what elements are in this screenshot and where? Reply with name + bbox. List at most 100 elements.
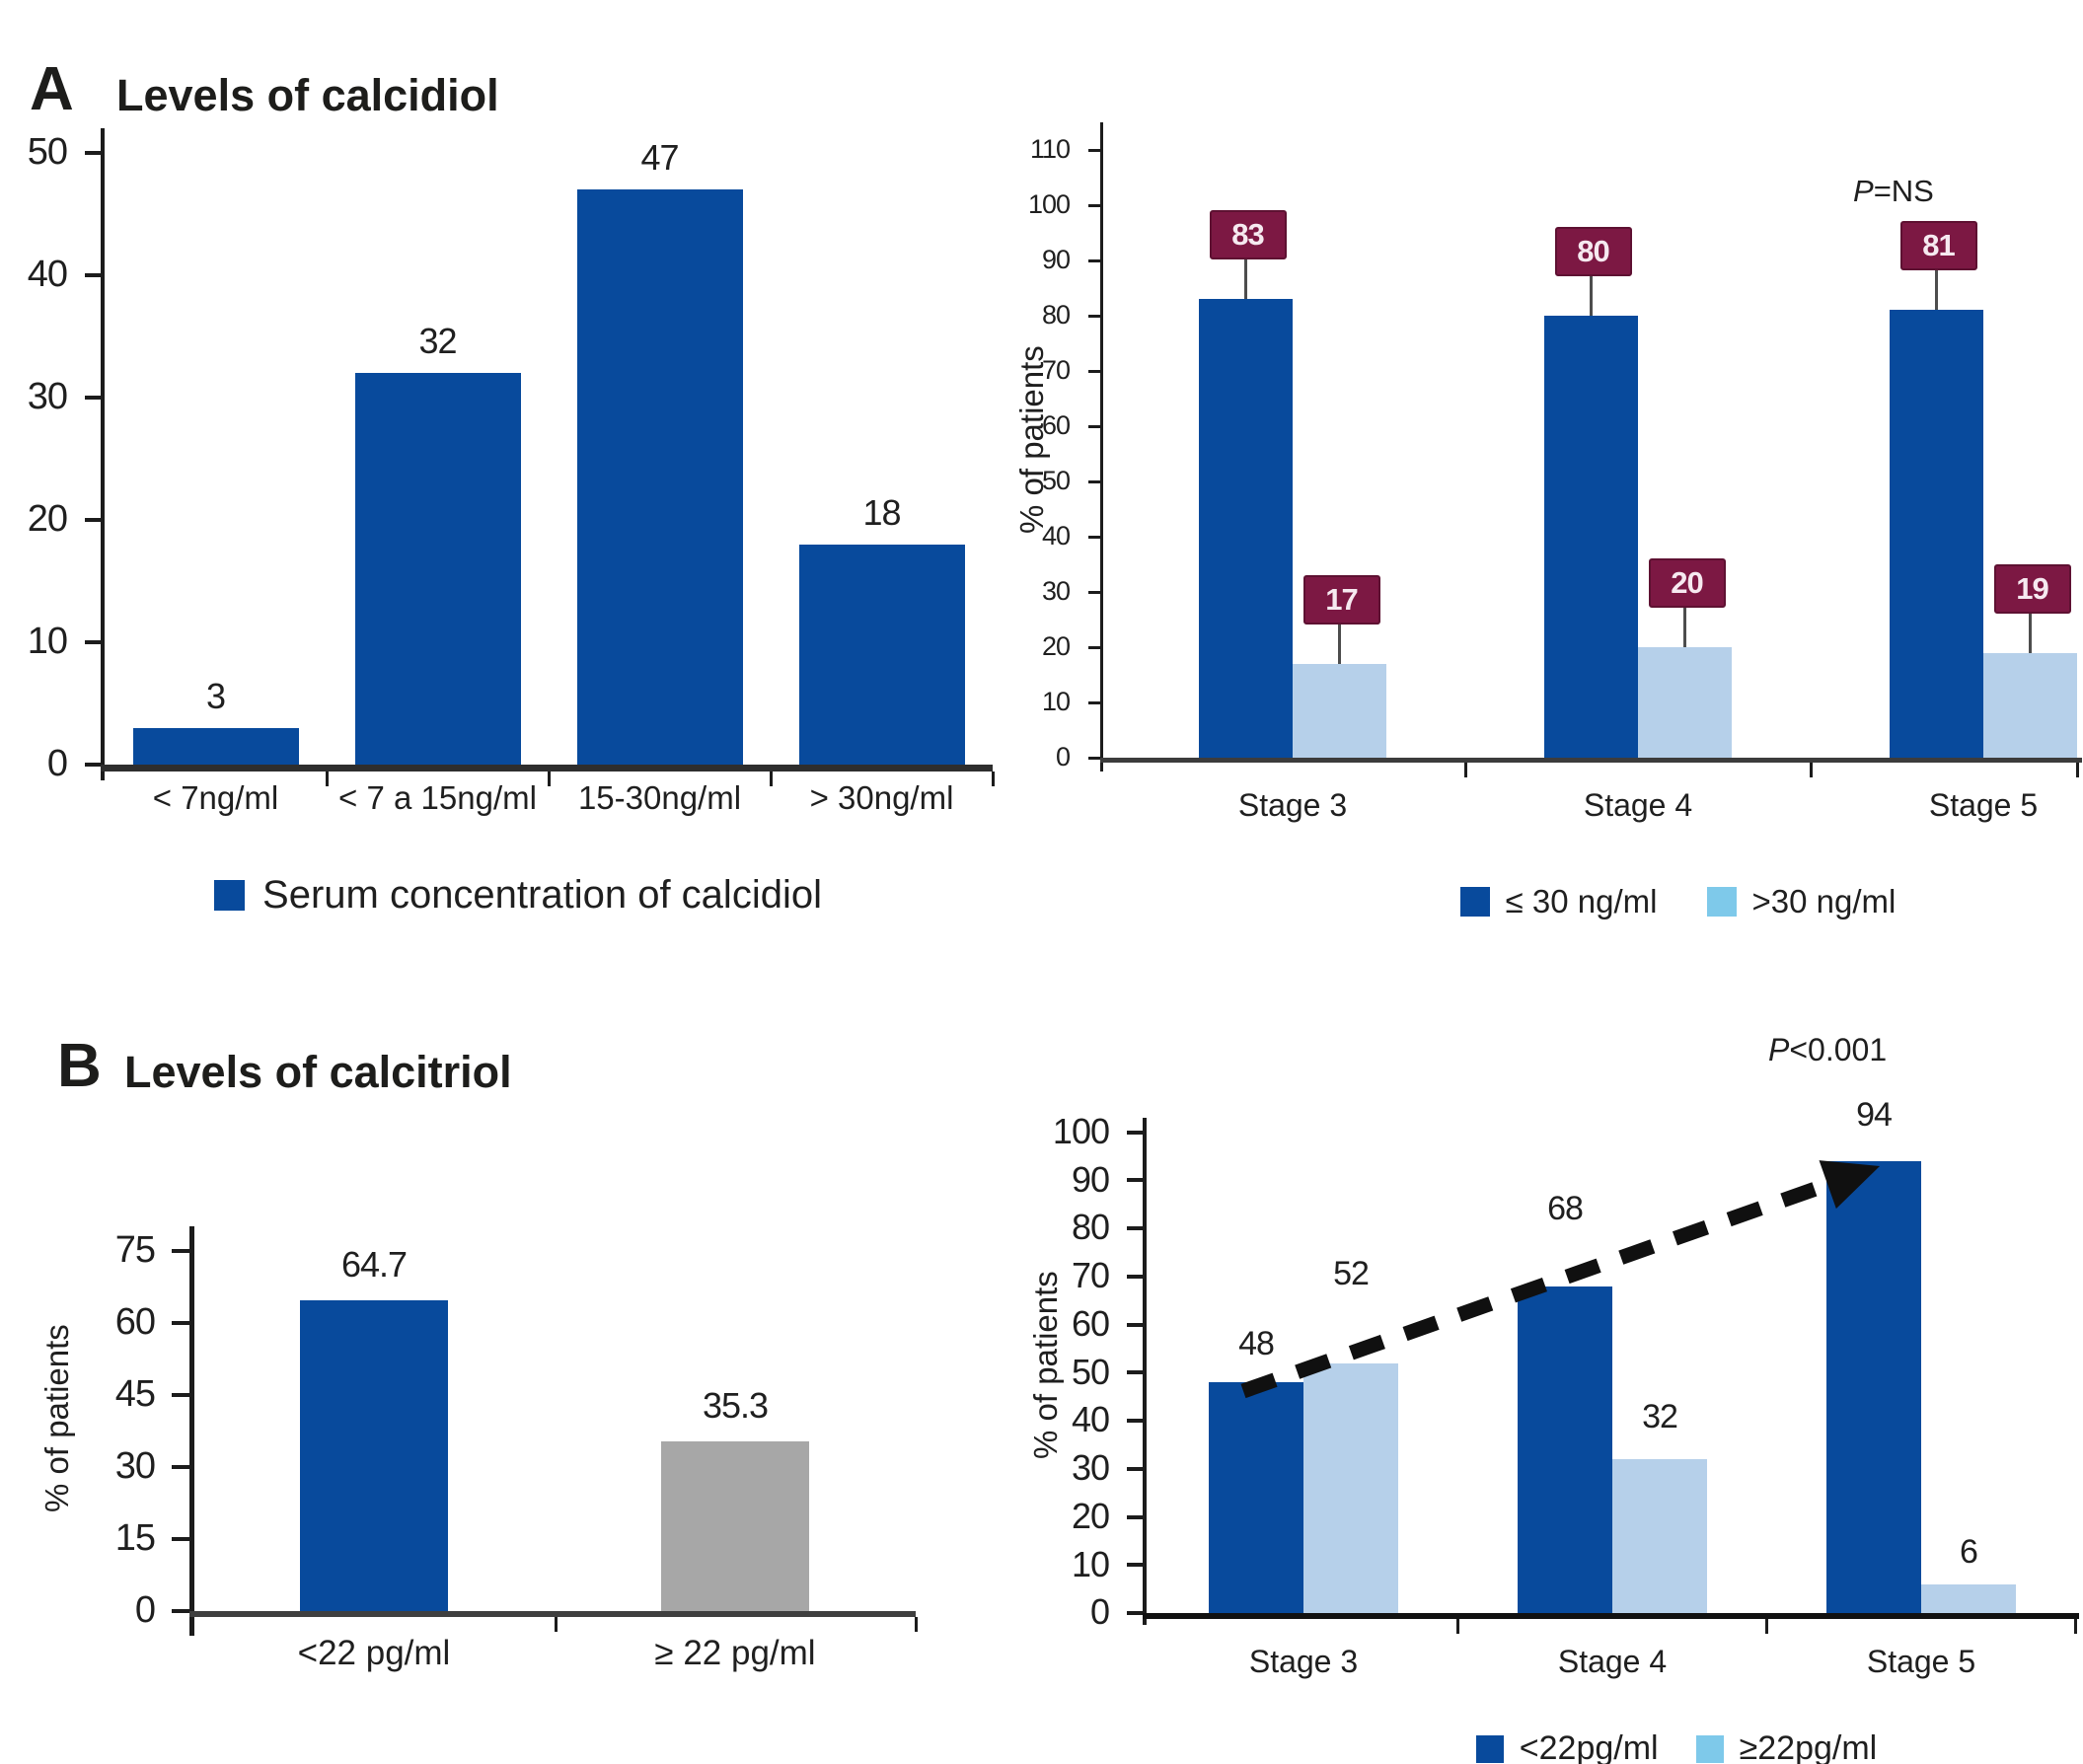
legend-swatch-icon: [1695, 1734, 1724, 1763]
legend-item: >30 ng/ml: [1706, 883, 1896, 920]
y-axis-tick-label: 60: [1071, 1302, 1110, 1344]
y-axis-tick-label: 0: [134, 1589, 156, 1632]
y-axis-tick: [1088, 756, 1100, 760]
legend-swatch-icon: [1459, 887, 1490, 917]
x-axis-tick: [769, 772, 773, 786]
bar-value-label: 48: [1238, 1325, 1275, 1362]
y-axis-title: % of patients: [1013, 345, 1050, 535]
p-value-italic: P: [1853, 174, 1874, 208]
y-axis-tick: [172, 1320, 189, 1325]
y-axis-line: [1143, 1118, 1147, 1625]
x-category-label: Stage 3: [1248, 1644, 1359, 1679]
value-tag: 20: [1648, 558, 1726, 608]
legend-label: <22pg/ml: [1519, 1729, 1659, 1764]
x-category-label: Stage 3: [1237, 787, 1348, 823]
p-value-annotation: P<0.001: [1768, 1034, 1887, 1066]
y-axis-tick-label: 30: [1071, 1447, 1110, 1489]
y-axis-tick-label: 100: [1027, 188, 1071, 219]
x-category-label: < 7ng/ml: [152, 779, 279, 816]
y-axis-tick: [172, 1609, 189, 1613]
y-axis-tick: [1088, 203, 1100, 207]
y-axis-tick: [1127, 1226, 1143, 1230]
legend-item: <22pg/ml: [1475, 1729, 1659, 1764]
panel-b-title: Levels of calcitriol: [124, 1047, 512, 1097]
y-axis-tick-label: 30: [114, 1445, 156, 1488]
legend-item: ≤ 30 ng/ml: [1459, 883, 1658, 920]
y-axis-tick: [1127, 1514, 1143, 1519]
value-stem: [1935, 266, 1938, 311]
y-axis-tick-label: 70: [1041, 354, 1071, 385]
bar-value-label: 94: [1856, 1095, 1893, 1134]
y-axis-tick: [1127, 1370, 1143, 1375]
y-axis-tick-label: 30: [27, 376, 68, 418]
y-axis-tick-label: 50: [1071, 1351, 1110, 1392]
x-axis-tick: [2073, 1619, 2077, 1634]
y-axis-tick: [1088, 645, 1100, 649]
x-category-label: Stage 4: [1557, 1644, 1668, 1679]
bar-Stage 5-s1: [1983, 652, 2077, 758]
bar-Stage 5-s0: [1890, 310, 1983, 758]
y-axis-tick: [1088, 148, 1100, 152]
y-axis-tick: [85, 396, 101, 400]
y-axis-tick-label: 80: [1071, 1207, 1110, 1248]
y-axis-tick: [1088, 314, 1100, 318]
x-category-label: <22 pg/ml: [297, 1634, 451, 1672]
x-category-label: ≥ 22 pg/ml: [654, 1634, 816, 1672]
y-axis-tick: [1127, 1611, 1143, 1615]
value-stem: [1683, 604, 1686, 647]
x-category-label: > 30ng/ml: [809, 779, 954, 816]
chart-legend: Serum concentration of calcidiol: [30, 873, 1006, 918]
y-axis-tick: [1127, 1466, 1143, 1471]
y-axis-tick: [85, 151, 101, 155]
chart-legend: ≤ 30 ng/ml >30 ng/ml: [1273, 883, 2083, 920]
x-axis-tick: [554, 1617, 558, 1632]
y-axis-tick-label: 50: [27, 131, 68, 174]
panel-b-letter: B: [57, 1032, 102, 1100]
y-axis-tick: [1088, 258, 1100, 262]
legend-swatch-icon: [1706, 887, 1737, 917]
y-axis-tick: [1127, 1419, 1143, 1423]
y-axis-tick: [85, 273, 101, 277]
y-axis-tick-label: 20: [1041, 630, 1071, 661]
bar-Stage 5-s1: [1921, 1583, 2016, 1613]
bar-Stage 4-s0: [1518, 1286, 1612, 1613]
y-axis-tick-label: 10: [27, 621, 68, 663]
y-axis-tick-label: 10: [1041, 686, 1071, 716]
value-tag: 81: [1899, 221, 1977, 271]
x-axis-tick: [2075, 763, 2079, 777]
y-axis-tick-label: 80: [1041, 299, 1071, 330]
y-axis-tick: [172, 1464, 189, 1469]
bar-Stage 5-s0: [1826, 1160, 1921, 1613]
y-axis-tick-label: 0: [1055, 741, 1071, 772]
y-axis-tick: [1088, 535, 1100, 539]
y-axis-tick: [172, 1248, 189, 1253]
bar-Stage 4-s0: [1544, 316, 1638, 758]
y-axis-tick: [85, 640, 101, 644]
legend-item: ≥22pg/ml: [1695, 1729, 1877, 1764]
legend-label: ≤ 30 ng/ml: [1505, 883, 1658, 919]
p-value-annotation: P=NS: [1853, 176, 1934, 206]
y-axis-tick: [1088, 424, 1100, 428]
x-axis-tick: [1463, 763, 1467, 777]
bar-<22 pg/ml-s0: [300, 1299, 448, 1611]
chart-calcidiol-by-ckd-stage: 0 10 20 30 40 50 60 70 80 90 100 110 83 80 81 17 20 19 Sta…: [1006, 74, 2083, 952]
y-axis-tick: [172, 1392, 189, 1397]
legend-label: Serum concentration of calcidiol: [262, 873, 822, 917]
x-axis-tick: [547, 772, 551, 786]
y-axis-tick: [1127, 1274, 1143, 1279]
y-axis-tick: [172, 1536, 189, 1541]
x-category-label: Stage 5: [1866, 1644, 1976, 1679]
p-value-text: =NS: [1873, 174, 1934, 208]
x-axis-tick: [914, 1617, 918, 1632]
x-axis-tick: [1764, 1619, 1768, 1634]
bar-value-label: 47: [640, 137, 679, 179]
chart-calcidiol-distribution: 0 10 20 30 40 50 3 32 47 18 < 7ng/ml < 7 a 15ng/ml 1…: [28, 118, 1006, 952]
bar-< 7ng/ml-s0: [132, 727, 299, 765]
bar-Stage 3-s1: [1303, 1362, 1398, 1613]
p-value-italic: P: [1768, 1032, 1790, 1067]
value-tag: 80: [1554, 227, 1632, 276]
value-tag: 83: [1209, 210, 1287, 260]
y-axis-tick-label: 70: [1071, 1255, 1110, 1296]
y-axis-title: % of patients: [1027, 1271, 1064, 1460]
